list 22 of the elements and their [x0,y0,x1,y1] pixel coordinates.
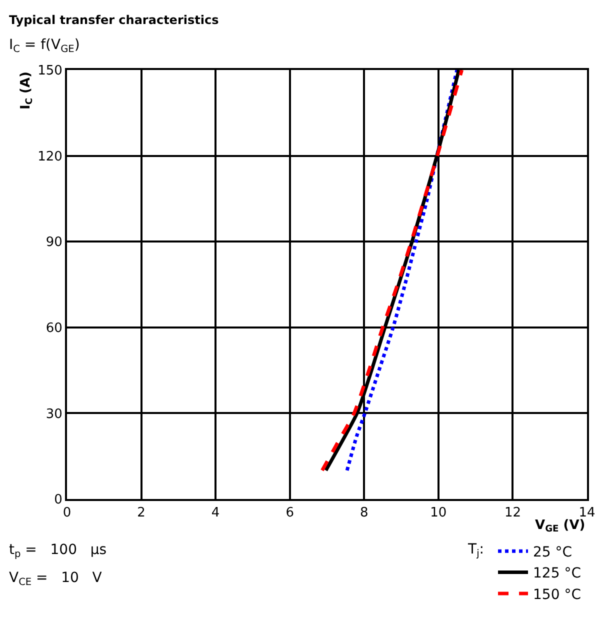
text: V$_{CE}$ = 10 V [9,570,102,588]
legend-label: 25 °C [533,544,572,561]
line-series [345,70,459,472]
chart-subtitle: I$_{C}$ = f(V$_{GE}$) [9,37,80,55]
y-tick-label: 120 [38,149,62,164]
y-tick-label: 60 [46,320,62,336]
legend-label: 150 °C [533,586,582,603]
x-tick-label: 8 [360,506,368,521]
y-tick-label: 30 [46,406,62,422]
x-tick-label: 4 [211,506,220,521]
chart-title: Typical transfer characteristics [9,13,219,27]
x-tick-label: 2 [137,506,146,521]
x-tick-label: 10 [430,506,447,521]
x-axis-title: V$_{GE}$ (V) [535,518,586,535]
legend-label: 125 °C [533,566,582,582]
y-tick-label: 150 [38,64,62,79]
x-tick-label: 6 [286,506,294,521]
x-tick-label: 12 [504,506,521,521]
text: t$_{p}$ = 100 µs [9,542,107,560]
y-tick-label: 0 [54,492,62,508]
legend-title: T$_{j}$: [467,542,484,560]
y-tick-label: 90 [46,235,62,250]
